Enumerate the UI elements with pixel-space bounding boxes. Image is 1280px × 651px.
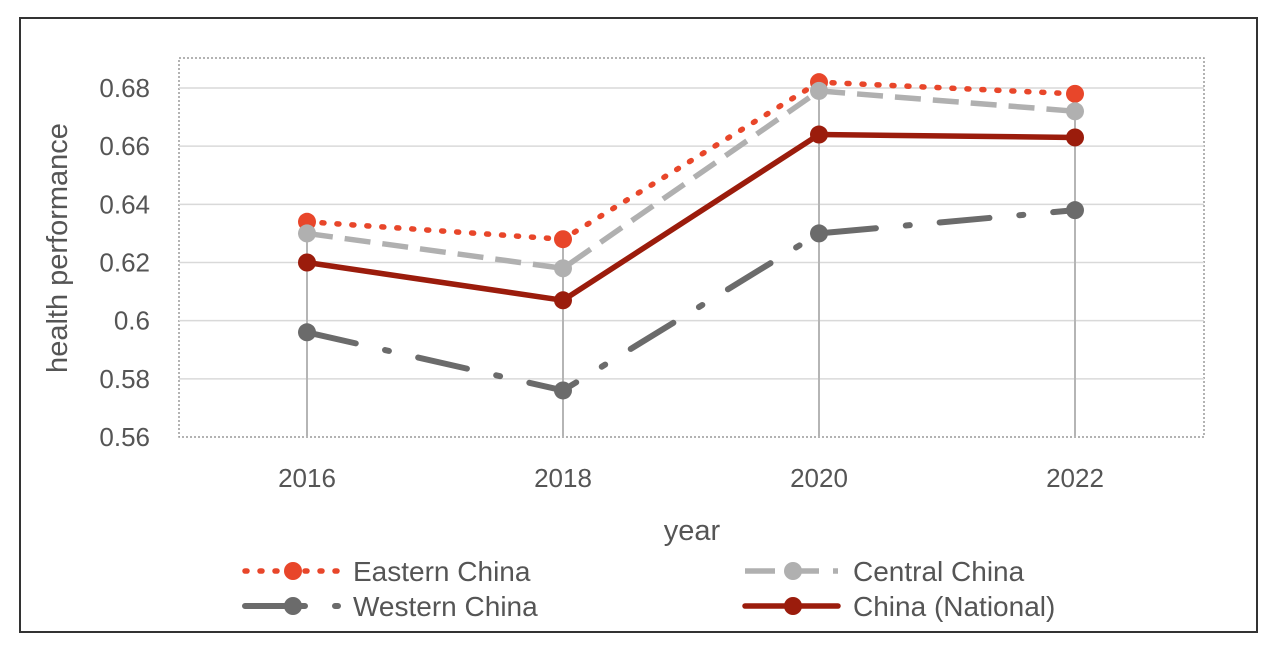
series-line — [304, 131, 1078, 304]
data-point — [554, 291, 572, 310]
x-tick-label: 2016 — [278, 463, 336, 493]
data-point — [298, 323, 316, 342]
x-tick-label: 2020 — [790, 463, 848, 493]
data-point — [1066, 201, 1084, 220]
series-line — [306, 88, 1076, 272]
data-point — [810, 81, 828, 100]
legend-marker — [284, 597, 302, 615]
series-line — [304, 79, 1078, 242]
y-tick-label: 0.64 — [99, 189, 150, 219]
data-point — [1066, 84, 1084, 103]
legend: Eastern China Central China Western China C… — [242, 556, 1055, 622]
data-point — [1066, 102, 1084, 121]
data-point — [810, 125, 828, 144]
legend-marker — [784, 562, 802, 580]
y-tick-label: 0.56 — [99, 422, 150, 452]
y-tick-label: 0.68 — [99, 73, 150, 103]
legend-label: Central China — [853, 556, 1025, 587]
y-tick-label: 0.6 — [114, 306, 150, 336]
data-point — [810, 224, 828, 243]
plot-area — [178, 57, 1205, 438]
data-point — [554, 381, 572, 400]
series-line — [304, 207, 1078, 394]
x-tick-label: 2022 — [1046, 463, 1104, 493]
data-point — [1066, 128, 1084, 147]
data-point — [298, 224, 316, 243]
x-tick-label: 2018 — [534, 463, 592, 493]
legend-label: China (National) — [853, 591, 1055, 622]
x-axis-title: year — [664, 515, 721, 547]
legend-marker — [784, 597, 802, 615]
data-point — [554, 230, 572, 249]
data-point — [298, 253, 316, 272]
data-point — [554, 259, 572, 278]
y-tick-label: 0.58 — [99, 364, 150, 394]
legend-label: Western China — [353, 591, 538, 622]
legend-marker — [284, 562, 302, 580]
legend-label: Eastern China — [353, 556, 531, 587]
y-tick-label: 0.62 — [99, 248, 150, 278]
y-axis-title: health performance — [42, 123, 74, 373]
y-tick-label: 0.66 — [99, 131, 150, 161]
